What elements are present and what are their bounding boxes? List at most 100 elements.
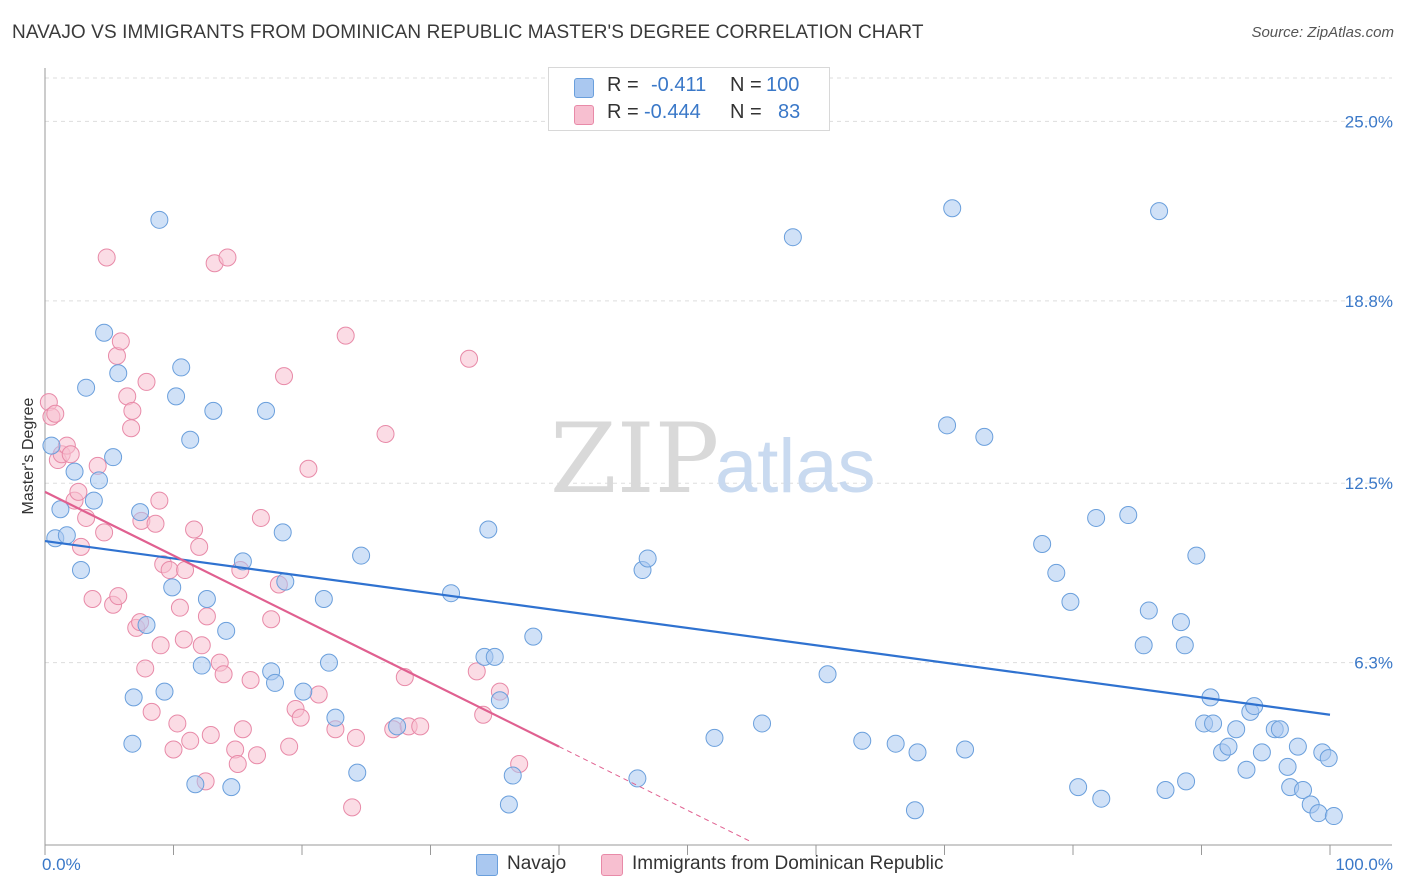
dr-point	[174, 630, 193, 649]
dr-point	[309, 685, 328, 704]
navajo-series	[42, 199, 1343, 826]
navajo-point	[1175, 636, 1194, 655]
navajo-point	[956, 740, 975, 759]
dr-point	[346, 728, 365, 747]
watermark-atlas: atlas	[715, 424, 876, 509]
navajo-point	[485, 647, 504, 666]
navajo-point	[1150, 202, 1169, 221]
dr-point	[123, 401, 142, 420]
dr-point	[142, 702, 161, 721]
dr-point	[460, 349, 479, 368]
chart-title: NAVAJO VS IMMIGRANTS FROM DOMINICAN REPU…	[12, 22, 924, 43]
dr-point	[248, 746, 267, 765]
navajo-point	[77, 378, 96, 397]
dr-point	[214, 665, 233, 684]
watermark-zip: ZIP	[550, 403, 719, 515]
navajo-point	[943, 199, 962, 218]
navajo-point	[1319, 749, 1338, 768]
dr-point	[291, 708, 310, 727]
dr-point	[109, 587, 128, 606]
navajo-point	[1177, 772, 1196, 791]
legend-row-dr: R = -0.444 N = 83	[549, 101, 829, 127]
navajo-point	[348, 763, 367, 782]
navajo-point	[192, 656, 211, 675]
dr-point	[275, 367, 294, 386]
navajo-point	[273, 523, 292, 542]
navajo-point	[1187, 546, 1206, 565]
navajo-point	[1288, 737, 1307, 756]
dr-point	[181, 731, 200, 750]
navajo-point	[479, 520, 498, 539]
dr-point	[197, 607, 216, 626]
navajo-point	[155, 682, 174, 701]
dr-trendline	[44, 490, 560, 748]
navajo-point	[123, 734, 142, 753]
navajo-point	[886, 734, 905, 753]
dr-point	[192, 636, 211, 655]
legend-r-label: R =	[607, 101, 639, 123]
navajo-point	[314, 589, 333, 608]
dr-point	[299, 459, 318, 478]
navajo-point	[186, 775, 205, 794]
navajo-point	[1324, 807, 1343, 826]
axes	[44, 68, 1392, 855]
navajo-point	[818, 665, 837, 684]
y-tick-label: 6.3%	[1354, 654, 1393, 673]
y-tick-label: 12.5%	[1345, 474, 1393, 493]
legend-swatch-dr	[574, 105, 594, 125]
x-tick-label: 0.0%	[42, 855, 81, 874]
dr-point	[262, 610, 281, 629]
dr-trendline-extension	[558, 746, 752, 843]
navajo-point	[1139, 601, 1158, 620]
dr-point	[218, 248, 237, 267]
dr-point	[201, 726, 220, 745]
navajo-point	[204, 401, 223, 420]
navajo-point	[1294, 781, 1313, 800]
navajo-point	[1219, 737, 1238, 756]
dr-point	[343, 798, 362, 817]
dr-point	[160, 561, 179, 580]
navajo-point	[1087, 508, 1106, 527]
navajo-point	[57, 526, 76, 545]
navajo-point	[319, 653, 338, 672]
legend-n-label: N =	[730, 74, 762, 96]
navajo-point	[853, 731, 872, 750]
navajo-point	[257, 401, 276, 420]
dr-point	[251, 508, 270, 527]
navajo-point	[197, 589, 216, 608]
navajo-point	[908, 743, 927, 762]
dr-point	[83, 589, 102, 608]
navajo-point	[638, 549, 657, 568]
navajo-point	[490, 691, 509, 710]
navajo-point	[1309, 804, 1328, 823]
dr-point	[241, 671, 260, 690]
y-tick-label: 18.8%	[1345, 292, 1393, 311]
navajo-point	[71, 561, 90, 580]
navajo-point	[163, 578, 182, 597]
dr-point	[280, 737, 299, 756]
navajo-point	[783, 228, 802, 247]
dr-point	[150, 491, 169, 510]
navajo-point	[104, 448, 123, 467]
tick-labels: 6.3% 12.5% 18.8% 25.0% 0.0% 100.0%	[42, 112, 1393, 874]
dr-point	[136, 659, 155, 678]
navajo-point	[1092, 789, 1111, 808]
navajo-point	[975, 427, 994, 446]
navajo-point	[1156, 781, 1175, 800]
legend-row-navajo: R = -0.411 N = 100	[549, 74, 829, 100]
navajo-point	[84, 491, 103, 510]
dr-point	[467, 662, 486, 681]
dr-point	[61, 445, 80, 464]
navajo-point	[1278, 757, 1297, 776]
navajo-point	[42, 436, 61, 455]
navajo-point	[124, 688, 143, 707]
navajo-point	[326, 708, 345, 727]
dr-point	[137, 372, 156, 391]
dr-point	[97, 248, 116, 267]
navajo-point	[1047, 563, 1066, 582]
navajo-point	[1033, 534, 1052, 553]
navajo-point	[222, 778, 241, 797]
navajo-point	[233, 552, 252, 571]
legend-label-dr: Immigrants from Dominican Republic	[632, 853, 944, 874]
